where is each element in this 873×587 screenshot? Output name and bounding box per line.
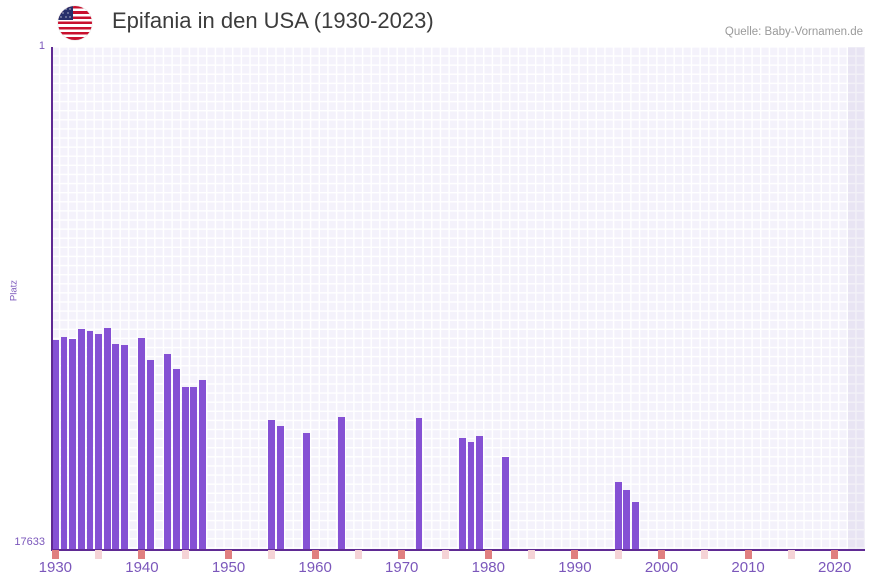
source-label: Quelle: Baby-Vornamen.de <box>724 26 863 38</box>
x-axis-tick-1995 <box>614 550 622 559</box>
bar-1944[interactable] <box>173 368 181 549</box>
bar-1956[interactable] <box>277 426 284 549</box>
bar-1995[interactable] <box>614 482 622 549</box>
x-axis-tick-1930 <box>51 550 59 559</box>
y-axis-title: Platz <box>8 279 20 302</box>
bar-1977[interactable] <box>458 438 466 549</box>
x-axis-tick-label-2000: 2000 <box>644 559 679 576</box>
bar-1943[interactable] <box>164 354 172 549</box>
bar-1931[interactable] <box>60 336 68 549</box>
bar-1935[interactable] <box>95 333 103 549</box>
bar-1941[interactable] <box>147 360 155 549</box>
bar-1963[interactable] <box>337 417 345 549</box>
x-axis-tick-1945 <box>181 550 189 559</box>
x-axis-tick-label-1980: 1980 <box>471 559 505 576</box>
plot-area <box>51 47 865 549</box>
bar-1978[interactable] <box>467 442 475 549</box>
x-axis-tick-1935 <box>95 550 103 559</box>
bar-1997[interactable] <box>632 501 639 549</box>
bar-1945[interactable] <box>181 386 189 549</box>
x-axis-tick-2010 <box>744 550 752 559</box>
x-axis-tick-label-1970: 1970 <box>385 559 419 576</box>
x-axis-tick-1940 <box>138 550 146 559</box>
us-flag-icon <box>58 6 92 40</box>
bar-1972[interactable] <box>415 418 423 549</box>
x-axis-tick-label-2020: 2020 <box>818 559 852 576</box>
x-axis-tick-2000 <box>658 550 665 559</box>
x-axis-tick-1960 <box>311 550 319 559</box>
x-axis-line <box>51 549 865 551</box>
x-axis-tick-1975 <box>441 550 449 559</box>
x-axis-tick-1985 <box>528 550 536 559</box>
bar-1979[interactable] <box>476 436 484 549</box>
x-axis-tick-1990 <box>571 550 579 559</box>
bar-1955[interactable] <box>268 420 276 549</box>
bar-1982[interactable] <box>502 457 510 549</box>
x-axis-tick-label-1960: 1960 <box>298 559 332 576</box>
bar-1946[interactable] <box>190 386 198 549</box>
y-axis-label-top: 1 <box>38 40 45 52</box>
x-axis-tick-2015 <box>787 550 795 559</box>
forecast-shaded-band <box>847 47 865 549</box>
x-axis-tick-label-1940: 1940 <box>125 559 159 576</box>
x-axis-tick-label-1950: 1950 <box>211 559 246 576</box>
x-axis-tick-1950 <box>225 550 233 559</box>
x-axis-tick-label-1930: 1930 <box>38 559 73 576</box>
bar-1947[interactable] <box>199 379 206 549</box>
bar-1959[interactable] <box>302 432 310 549</box>
x-axis-tick-label-2010: 2010 <box>731 559 765 576</box>
bar-1936[interactable] <box>103 328 111 549</box>
x-axis-tick-2005 <box>701 550 709 559</box>
x-axis-tick-1955 <box>268 550 276 559</box>
x-axis-tick-1970 <box>398 550 406 559</box>
x-axis-tick-1965 <box>354 550 362 559</box>
x-axis-tick-1980 <box>484 550 492 559</box>
bar-1940[interactable] <box>138 337 146 549</box>
chart-title: Epifania in den USA (1930-2023) <box>112 8 434 33</box>
y-axis-line <box>51 47 53 549</box>
bar-1933[interactable] <box>77 328 85 549</box>
bar-1932[interactable] <box>69 338 77 549</box>
x-axis-tick-2020 <box>831 550 839 559</box>
chart-header: Epifania in den USA (1930-2023) Quelle: … <box>0 0 873 47</box>
x-axis-tick-label-1990: 1990 <box>558 559 592 576</box>
bar-1937[interactable] <box>112 344 120 549</box>
bar-1934[interactable] <box>86 330 94 549</box>
bar-1930[interactable] <box>51 340 59 549</box>
bar-1996[interactable] <box>623 489 631 549</box>
bar-1938[interactable] <box>121 344 129 549</box>
y-axis-label-bottom: 17633 <box>14 536 45 548</box>
